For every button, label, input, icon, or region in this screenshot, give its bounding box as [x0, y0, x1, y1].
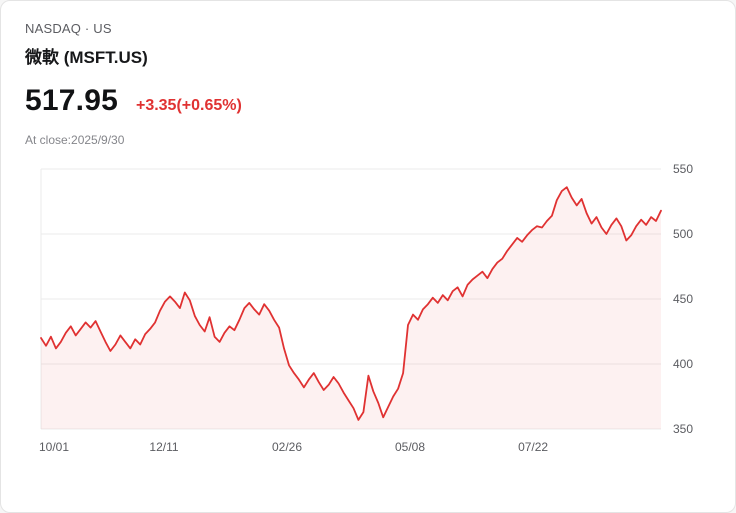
svg-text:05/08: 05/08 — [395, 440, 425, 454]
price-chart-svg[interactable]: 350 400 450 500 550 10/01 12/11 02/26 05/08 07/22 — [25, 159, 713, 461]
close-timestamp: At close:2025/9/30 — [25, 133, 125, 147]
svg-text:400: 400 — [673, 357, 693, 371]
svg-text:07/22: 07/22 — [518, 440, 548, 454]
price-chart[interactable]: 350 400 450 500 550 10/01 12/11 02/26 05/08 07/22 — [25, 159, 713, 461]
exchange-label: NASDAQ · US — [25, 21, 112, 36]
svg-text:500: 500 — [673, 227, 693, 241]
svg-text:550: 550 — [673, 162, 693, 176]
svg-text:02/26: 02/26 — [272, 440, 302, 454]
svg-text:450: 450 — [673, 292, 693, 306]
price-change: +3.35(+0.65%) — [135, 97, 242, 114]
stock-title: 微軟 (MSFT.US) — [25, 48, 148, 67]
svg-text:350: 350 — [673, 422, 693, 436]
last-price: 517.95 — [25, 84, 118, 117]
svg-text:10/01: 10/01 — [39, 440, 69, 454]
price-row: 517.95 +3.35(+0.65%) — [25, 84, 711, 118]
svg-text:12/11: 12/11 — [149, 440, 178, 454]
